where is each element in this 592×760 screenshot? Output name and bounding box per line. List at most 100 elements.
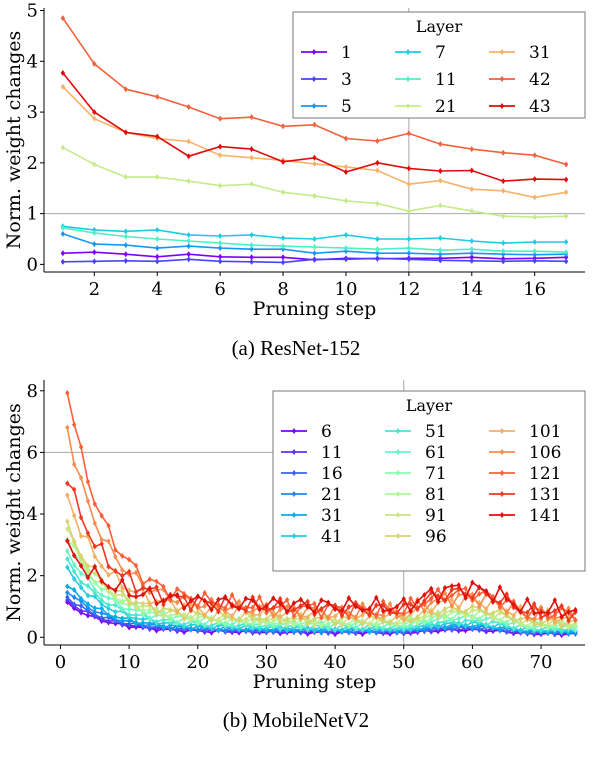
- data-point: [154, 578, 159, 585]
- x-tick-label: 4: [152, 279, 163, 300]
- data-point: [249, 254, 254, 261]
- data-point: [435, 624, 441, 631]
- data-point: [250, 620, 255, 627]
- data-point: [223, 621, 228, 628]
- data-point: [60, 250, 66, 257]
- data-point: [217, 253, 223, 260]
- data-point: [195, 614, 200, 621]
- data-point: [511, 612, 516, 619]
- data-point: [202, 603, 207, 610]
- data-point: [92, 579, 98, 586]
- data-point: [566, 623, 571, 630]
- data-point: [346, 614, 352, 621]
- data-point: [277, 613, 283, 620]
- data-point: [552, 612, 557, 619]
- data-point: [236, 617, 242, 624]
- data-point: [477, 603, 482, 610]
- legend-label-1: 1: [341, 43, 352, 63]
- data-point: [497, 584, 503, 591]
- data-point: [518, 627, 523, 634]
- data-point: [346, 621, 352, 628]
- data-point: [113, 616, 118, 623]
- data-point: [435, 619, 441, 626]
- data-point: [140, 607, 146, 614]
- data-point: [291, 600, 297, 607]
- data-point: [312, 609, 317, 616]
- data-point: [375, 255, 380, 262]
- data-point: [92, 109, 97, 116]
- legend-marker: [395, 491, 401, 497]
- data-point: [449, 592, 455, 599]
- data-point: [60, 224, 66, 231]
- caption-mobilenetv2: (b) MobileNetV2: [222, 708, 370, 732]
- data-point: [65, 537, 70, 544]
- data-point: [161, 601, 166, 608]
- data-point: [181, 616, 187, 623]
- data-point: [375, 246, 380, 253]
- data-point: [463, 613, 468, 620]
- data-point: [312, 615, 317, 622]
- data-point: [545, 609, 551, 616]
- data-point: [133, 612, 139, 619]
- data-point: [456, 604, 461, 611]
- data-point: [154, 618, 159, 625]
- data-point: [277, 600, 283, 607]
- y-tick-label: 0: [27, 627, 38, 648]
- data-point: [511, 617, 516, 624]
- data-point: [120, 615, 125, 622]
- data-point: [85, 562, 91, 569]
- data-point: [291, 607, 297, 614]
- data-point: [538, 627, 544, 634]
- data-point: [387, 610, 393, 617]
- data-point: [343, 248, 349, 255]
- data-point: [216, 601, 221, 608]
- data-point: [65, 589, 70, 596]
- data-point: [429, 618, 434, 625]
- data-point: [545, 625, 551, 632]
- data-point: [312, 256, 317, 263]
- data-point: [483, 606, 489, 613]
- data-point: [223, 594, 228, 601]
- data-point: [113, 587, 118, 594]
- data-point: [78, 562, 84, 569]
- data-point: [249, 231, 254, 238]
- data-point: [573, 617, 578, 624]
- data-point: [113, 591, 118, 598]
- data-point: [353, 614, 358, 621]
- legend-title: Layer: [416, 17, 463, 36]
- data-point: [85, 592, 91, 599]
- data-point: [60, 258, 66, 265]
- data-point: [319, 629, 324, 636]
- data-point: [99, 592, 104, 599]
- legend-label-21: 21: [321, 485, 343, 505]
- data-point: [72, 512, 77, 519]
- data-point: [277, 626, 283, 633]
- data-point: [264, 609, 269, 616]
- data-point: [195, 626, 200, 633]
- data-point: [186, 251, 191, 258]
- data-point: [552, 597, 557, 604]
- data-point: [343, 256, 349, 263]
- data-point: [120, 591, 125, 598]
- legend-marker: [311, 49, 317, 55]
- data-point: [216, 616, 221, 623]
- data-point: [525, 614, 530, 621]
- data-point: [277, 595, 283, 602]
- data-point: [78, 584, 84, 591]
- data-point: [78, 570, 84, 577]
- data-point: [531, 600, 537, 607]
- x-axis-label: Pruning step: [253, 671, 377, 693]
- legend-marker: [499, 470, 505, 476]
- data-point: [186, 238, 191, 245]
- data-point: [188, 616, 194, 623]
- legend-marker: [311, 103, 317, 109]
- legend-label-141: 141: [529, 506, 561, 526]
- data-point: [120, 572, 125, 579]
- data-point: [249, 114, 254, 121]
- legend-marker: [395, 533, 401, 539]
- legend-title: Layer: [406, 396, 453, 415]
- legend-label-31: 31: [321, 506, 343, 526]
- data-point: [312, 236, 317, 242]
- data-point: [456, 591, 461, 598]
